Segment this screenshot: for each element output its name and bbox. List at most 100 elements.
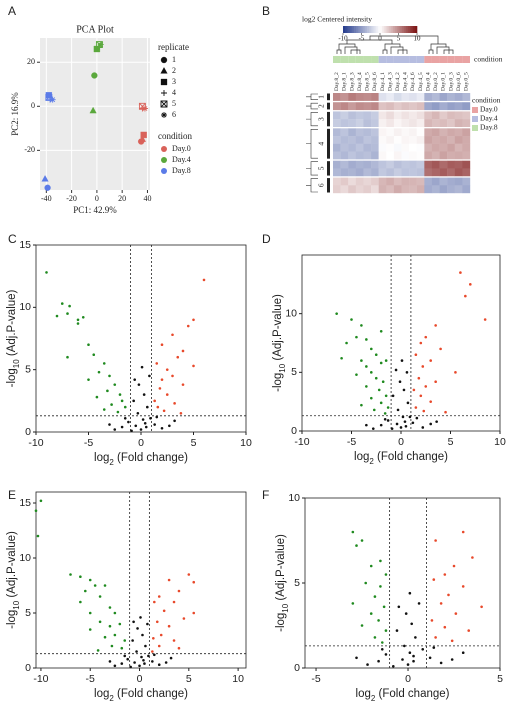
heatmap-cell bbox=[401, 102, 410, 111]
point bbox=[79, 575, 82, 578]
column-label: Day.8_5 bbox=[365, 72, 371, 91]
heatmap-cell bbox=[363, 143, 372, 152]
heatmap-cell bbox=[340, 160, 349, 169]
heatmap-cell bbox=[355, 119, 364, 128]
heatmap-cell bbox=[401, 119, 410, 128]
point bbox=[152, 637, 155, 640]
cluster-label: 3 bbox=[317, 117, 326, 121]
point bbox=[408, 591, 412, 595]
y-tick-label: 5 bbox=[25, 607, 31, 619]
point bbox=[374, 376, 378, 380]
colorbar-segment bbox=[394, 26, 397, 33]
point bbox=[452, 564, 456, 568]
column-label: Day.0_6 bbox=[456, 72, 462, 91]
heatmap-cell bbox=[439, 111, 448, 120]
point bbox=[139, 616, 142, 619]
point bbox=[395, 629, 399, 632]
point bbox=[129, 665, 132, 669]
colorbar-segment bbox=[363, 26, 366, 33]
heatmap-cell bbox=[439, 128, 448, 137]
heatmap-cell bbox=[431, 119, 440, 128]
colorbar-segment bbox=[413, 26, 416, 33]
x-tick-label: -5 bbox=[311, 673, 320, 685]
x-tick-label: -10 bbox=[294, 436, 309, 448]
point bbox=[120, 662, 124, 665]
panel-letter: B bbox=[262, 4, 270, 18]
point bbox=[372, 408, 376, 412]
point bbox=[140, 131, 147, 139]
point bbox=[369, 612, 373, 615]
cluster-label: 2 bbox=[317, 104, 326, 108]
y-axis-label-part: (Adj.P-value) bbox=[275, 534, 287, 604]
point bbox=[97, 370, 101, 374]
x-axis-label-part: (Fold change) bbox=[114, 452, 188, 464]
heatmap-cell bbox=[378, 93, 387, 101]
heatmap-cell bbox=[416, 185, 425, 194]
point bbox=[417, 376, 421, 380]
colorbar-segment bbox=[359, 26, 362, 33]
cluster-label: 6 bbox=[317, 183, 326, 187]
point bbox=[461, 585, 465, 588]
heatmap-cell bbox=[386, 185, 395, 194]
point bbox=[383, 417, 387, 421]
x-tick-label: 5 bbox=[448, 436, 454, 448]
heatmap-cell bbox=[340, 102, 349, 111]
point bbox=[410, 622, 413, 626]
point bbox=[360, 359, 363, 362]
column-label: Day.0_2 bbox=[433, 72, 439, 91]
point bbox=[399, 426, 403, 429]
column-label: Day.8_6 bbox=[372, 72, 378, 91]
point bbox=[401, 415, 405, 419]
heatmap-cell bbox=[439, 160, 448, 169]
colorbar-segment bbox=[411, 26, 414, 33]
heatmap-cell bbox=[416, 143, 425, 152]
heatmap-cell bbox=[409, 168, 417, 177]
heatmap-cell bbox=[378, 160, 387, 169]
row-dendrogram bbox=[306, 112, 318, 127]
y-axis-label-part: 10 bbox=[12, 359, 21, 368]
colorbar-tick-label: 5 bbox=[397, 35, 401, 43]
heatmap-cell bbox=[454, 102, 463, 111]
x-tick-label: 20 bbox=[118, 194, 126, 203]
point bbox=[419, 394, 423, 398]
heatmap-cell bbox=[348, 151, 357, 160]
heatmap-cell bbox=[363, 160, 372, 169]
heatmap-cell bbox=[431, 93, 440, 101]
heatmap-cell bbox=[462, 160, 471, 169]
heatmap-cell bbox=[409, 151, 417, 160]
y-axis-label-part: 10 bbox=[281, 603, 290, 612]
point bbox=[113, 428, 117, 431]
x-tick-label: -5 bbox=[86, 673, 95, 685]
heatmap-cell bbox=[409, 128, 417, 137]
heatmap-cell bbox=[348, 136, 357, 144]
heatmap-cell bbox=[462, 168, 471, 177]
legend-label: 5 bbox=[172, 99, 176, 108]
point bbox=[171, 333, 174, 337]
point bbox=[396, 408, 400, 412]
point bbox=[144, 644, 147, 648]
condition-cell bbox=[454, 56, 463, 63]
heatmap-cell bbox=[348, 185, 357, 194]
colorbar-segment bbox=[409, 26, 412, 33]
heatmap-cell bbox=[462, 93, 471, 101]
point bbox=[60, 302, 64, 305]
point bbox=[384, 359, 388, 362]
heatmap-cell bbox=[348, 111, 357, 120]
heatmap-cell bbox=[355, 168, 364, 177]
point bbox=[89, 106, 97, 114]
point bbox=[345, 341, 348, 345]
point bbox=[141, 633, 144, 637]
condition-cell bbox=[393, 56, 402, 63]
colorbar-segment bbox=[370, 26, 373, 33]
point bbox=[98, 620, 102, 624]
x-axis-label: PC1: 42.9% bbox=[73, 205, 117, 215]
point bbox=[113, 664, 117, 668]
point bbox=[394, 368, 398, 372]
heatmap-cell bbox=[333, 119, 341, 128]
point bbox=[381, 380, 385, 384]
x-axis-label-part: (Fold change) bbox=[374, 451, 448, 463]
point bbox=[173, 419, 176, 423]
point bbox=[483, 318, 487, 321]
heatmap-cell bbox=[401, 168, 410, 177]
point bbox=[134, 424, 138, 428]
